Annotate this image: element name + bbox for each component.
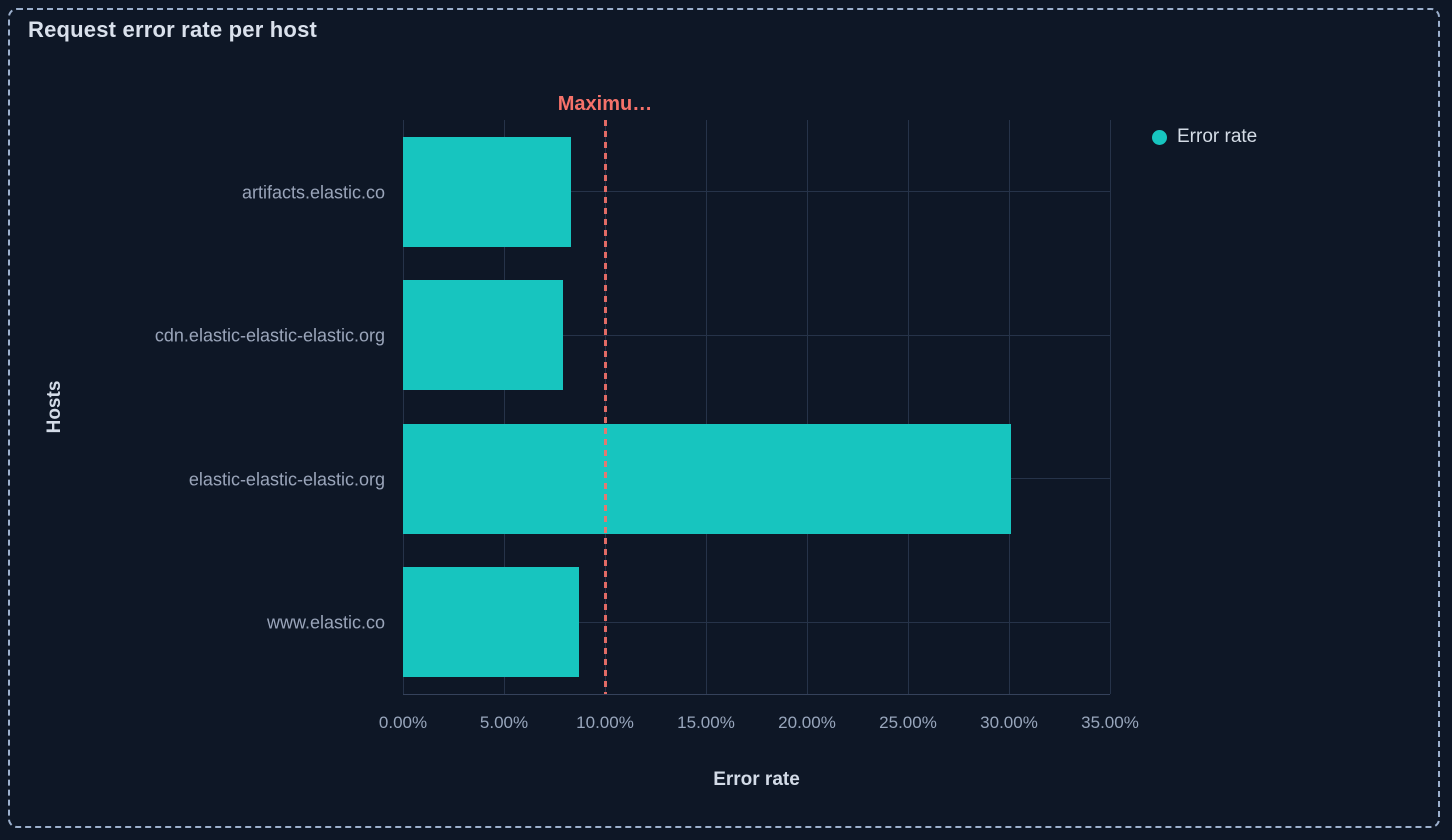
legend: Error rate xyxy=(1152,126,1257,148)
x-tick-label: 0.00% xyxy=(378,713,428,732)
bar-cdn.elastic-elastic-elastic.org[interactable] xyxy=(403,280,563,391)
x-gridline xyxy=(1008,120,1010,694)
y-category-label: www.elastic.co xyxy=(266,612,385,633)
x-gridline xyxy=(806,120,808,694)
x-tick-label: 20.00% xyxy=(778,713,836,732)
y-gridline xyxy=(403,334,1110,336)
x-tick-label: 10.00% xyxy=(576,713,634,732)
x-tick-label: 30.00% xyxy=(980,713,1038,732)
x-gridline xyxy=(907,120,909,694)
y-gridline xyxy=(403,191,1110,193)
legend-item-label: Error rate xyxy=(1177,126,1258,147)
bar-artifacts.elastic.co[interactable] xyxy=(403,136,571,247)
page-title: Request error rate per host xyxy=(28,17,318,42)
reference-line xyxy=(603,120,607,694)
x-tick-label: 5.00% xyxy=(479,713,529,732)
legend-series-dot-icon xyxy=(1152,129,1167,145)
x-axis-line xyxy=(403,694,1110,695)
y-axis-title: Hosts xyxy=(44,380,65,434)
x-gridline xyxy=(402,120,404,694)
x-gridline xyxy=(1109,120,1111,694)
y-category-label: elastic-elastic-elastic.org xyxy=(188,469,385,490)
legend-item-error-rate[interactable]: Error rate xyxy=(1152,126,1257,148)
x-gridline xyxy=(503,120,505,694)
x-axis-title: Error rate xyxy=(713,769,800,790)
bar-www.elastic.co[interactable] xyxy=(403,567,579,678)
y-category-label: cdn.elastic-elastic-elastic.org xyxy=(154,325,385,346)
bar-elastic-elastic-elastic.org[interactable] xyxy=(403,423,1012,534)
y-category-label: artifacts.elastic.co xyxy=(241,182,385,203)
x-tick-label: 15.00% xyxy=(677,713,735,732)
y-gridline xyxy=(403,621,1110,623)
x-tick-label: 25.00% xyxy=(879,713,937,732)
x-gridline xyxy=(705,120,707,694)
reference-line-label: Maximu… xyxy=(557,93,653,115)
x-tick-label: 35.00% xyxy=(1081,713,1139,732)
